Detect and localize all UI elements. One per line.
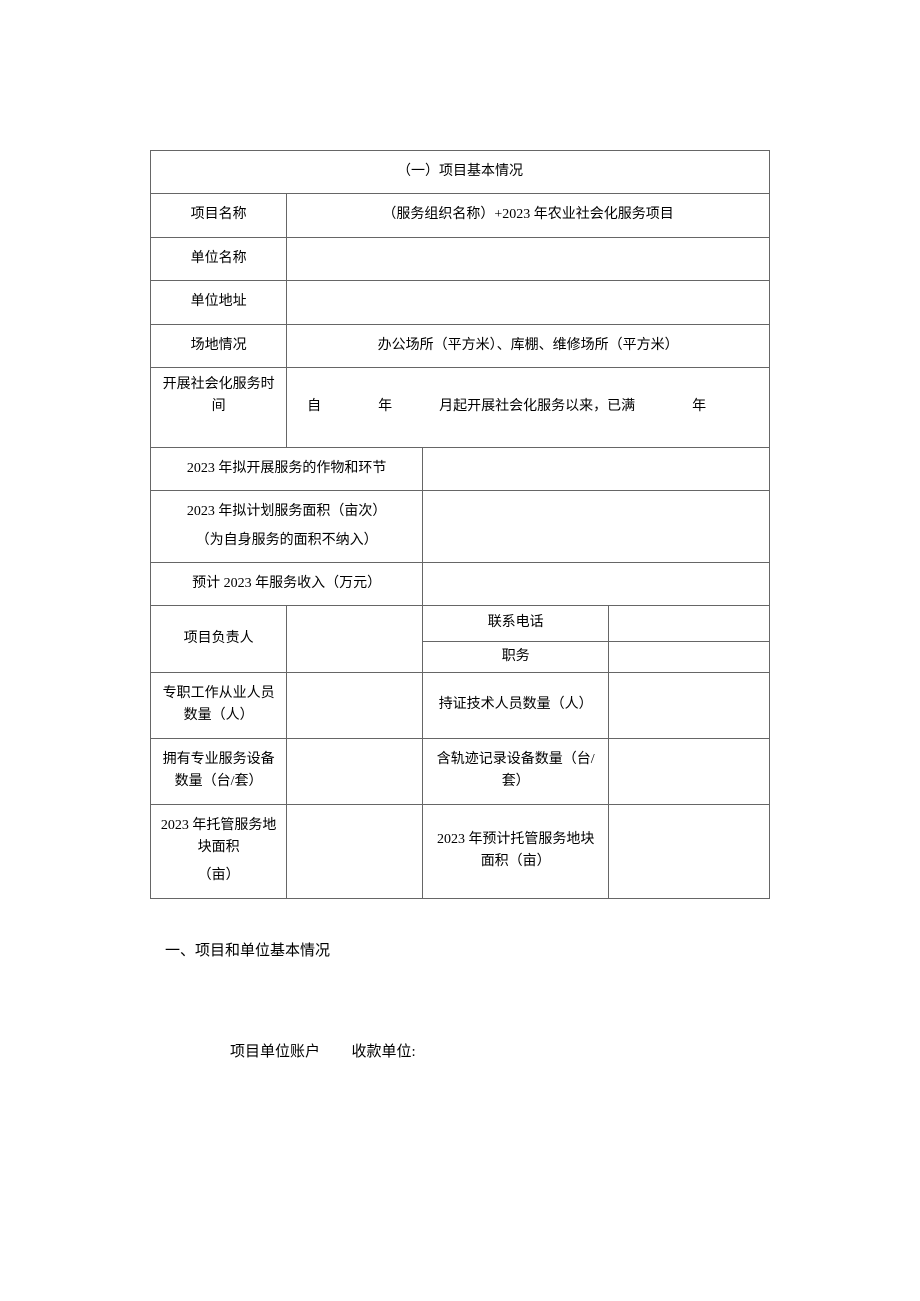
service-start-month-suffix: 月起开展社会化服务以来，已满 [439,399,635,414]
project-info-table: （一）项目基本情况 项目名称 （服务组织名称）+2023 年农业社会化服务项目 … [150,150,770,899]
label-project-name: 项目名称 [151,194,287,237]
account-line: 项目单位账户 收款单位: [150,1040,770,1061]
value-unit-name [287,237,770,280]
service-start-tail: 年 [692,399,706,414]
value-area-2023 [423,491,770,563]
value-cert-staff [609,673,770,739]
label-position: 职务 [423,641,609,672]
label-area-2023-line2: （为自身服务的面积不纳入） [159,530,414,552]
value-unit-address [287,281,770,324]
value-track-equipment [609,738,770,804]
value-equipment-count [287,738,423,804]
value-trust-area-2023 [287,804,423,898]
section-header: （一）项目基本情况 [151,151,770,194]
label-income-2023: 预计 2023 年服务收入（万元） [151,562,423,605]
label-area-2023: 2023 年拟计划服务面积（亩次） （为自身服务的面积不纳入） [151,491,423,563]
payee-label: 收款单位: [352,1044,416,1060]
label-cert-staff: 持证技术人员数量（人） [423,673,609,739]
label-service-start: 开展社会化服务时间 [151,367,287,447]
label-trust-area-2023-l1: 2023 年托管服务地块面积 [161,818,277,855]
value-income-2023 [423,562,770,605]
label-project-leader: 项目负责人 [151,606,287,673]
value-position [609,641,770,672]
value-project-leader [287,606,423,673]
label-trust-area-2023: 2023 年托管服务地块面积 （亩） [151,804,287,898]
label-area-2023-line1: 2023 年拟计划服务面积（亩次） [187,504,387,519]
label-trust-area-2023-l2: （亩） [159,865,278,887]
value-est-trust-area-2023 [609,804,770,898]
label-unit-address: 单位地址 [151,281,287,324]
value-contact-phone [609,606,770,641]
value-site-condition: 办公场所（平方米）、库棚、维修场所（平方米） [287,324,770,367]
label-site-condition: 场地情况 [151,324,287,367]
label-fulltime-staff: 专职工作从业人员数量（人） [151,673,287,739]
label-unit-name: 单位名称 [151,237,287,280]
service-start-prefix: 自 [307,399,321,414]
value-crops-2023 [423,447,770,490]
label-contact-phone: 联系电话 [423,606,609,641]
value-project-name: （服务组织名称）+2023 年农业社会化服务项目 [287,194,770,237]
label-crops-2023: 2023 年拟开展服务的作物和环节 [151,447,423,490]
label-equipment-count: 拥有专业服务设备数量（台/套） [151,738,287,804]
label-est-trust-area-2023: 2023 年预计托管服务地块面积（亩） [423,804,609,898]
label-track-equipment: 含轨迹记录设备数量（台/套） [423,738,609,804]
account-label: 项目单位账户 [230,1044,320,1060]
service-start-year-label: 年 [378,399,392,414]
section-heading: 一、项目和单位基本情况 [150,939,770,960]
value-service-start: 自 年 月起开展社会化服务以来，已满 年 [287,367,770,447]
value-fulltime-staff [287,673,423,739]
